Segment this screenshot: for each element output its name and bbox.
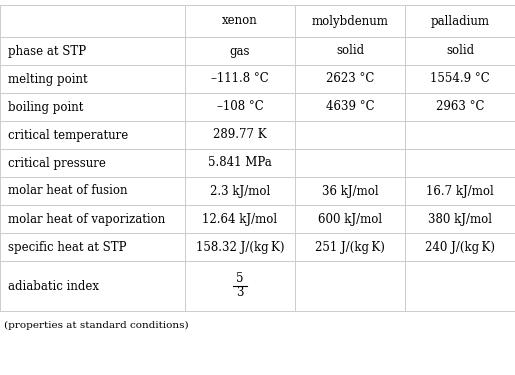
Text: phase at STP: phase at STP — [8, 45, 86, 57]
Text: 600 kJ/mol: 600 kJ/mol — [318, 213, 382, 225]
Text: 5.841 MPa: 5.841 MPa — [208, 156, 272, 170]
Text: critical temperature: critical temperature — [8, 129, 128, 141]
Text: 289.77 K: 289.77 K — [213, 129, 267, 141]
Text: melting point: melting point — [8, 72, 88, 86]
Text: gas: gas — [230, 45, 250, 57]
Text: 158.32 J/(kg K): 158.32 J/(kg K) — [196, 240, 284, 254]
Text: 380 kJ/mol: 380 kJ/mol — [428, 213, 492, 225]
Text: 12.64 kJ/mol: 12.64 kJ/mol — [202, 213, 278, 225]
Text: adiabatic index: adiabatic index — [8, 279, 99, 292]
Text: palladium: palladium — [431, 15, 489, 27]
Text: (properties at standard conditions): (properties at standard conditions) — [4, 320, 188, 330]
Text: –111.8 °C: –111.8 °C — [211, 72, 269, 86]
Text: solid: solid — [336, 45, 364, 57]
Text: molar heat of fusion: molar heat of fusion — [8, 184, 128, 198]
Text: 2.3 kJ/mol: 2.3 kJ/mol — [210, 184, 270, 198]
Text: 36 kJ/mol: 36 kJ/mol — [322, 184, 379, 198]
Text: xenon: xenon — [222, 15, 258, 27]
Text: 240 J/(kg K): 240 J/(kg K) — [425, 240, 495, 254]
Text: 5: 5 — [236, 273, 244, 285]
Text: 2963 °C: 2963 °C — [436, 100, 484, 114]
Text: 1554.9 °C: 1554.9 °C — [430, 72, 490, 86]
Text: 251 J/(kg K): 251 J/(kg K) — [315, 240, 385, 254]
Text: critical pressure: critical pressure — [8, 156, 106, 170]
Text: solid: solid — [446, 45, 474, 57]
Text: molybdenum: molybdenum — [312, 15, 388, 27]
Text: 4639 °C: 4639 °C — [325, 100, 374, 114]
Text: 2623 °C: 2623 °C — [326, 72, 374, 86]
Text: –108 °C: –108 °C — [217, 100, 263, 114]
Text: 3: 3 — [236, 286, 244, 300]
Text: 16.7 kJ/mol: 16.7 kJ/mol — [426, 184, 494, 198]
Text: boiling point: boiling point — [8, 100, 83, 114]
Text: specific heat at STP: specific heat at STP — [8, 240, 127, 254]
Text: molar heat of vaporization: molar heat of vaporization — [8, 213, 165, 225]
